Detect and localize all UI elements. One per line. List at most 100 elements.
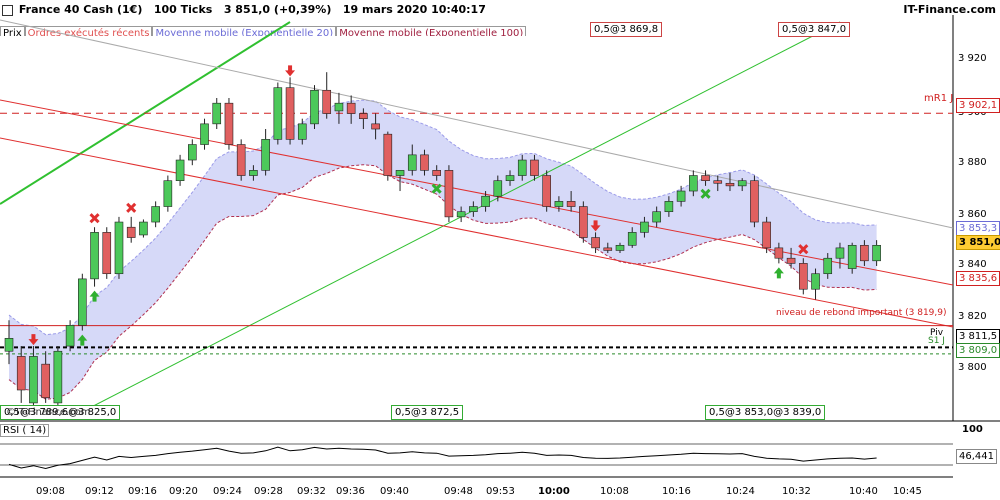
candle	[542, 170, 551, 212]
candle	[664, 196, 674, 217]
candle	[236, 139, 246, 181]
candle-body	[505, 175, 515, 181]
buy-arrow-icon	[77, 334, 88, 346]
candle-body	[90, 232, 99, 280]
candle	[713, 175, 723, 192]
candle-body	[701, 175, 710, 181]
candle	[200, 118, 209, 150]
candle-body	[212, 102, 222, 125]
cross-marker-icon	[89, 213, 100, 224]
candle-body	[334, 102, 344, 112]
candle-body	[542, 175, 551, 207]
candle-body	[664, 201, 674, 213]
candle	[823, 253, 833, 279]
checkbox-icon[interactable]	[2, 4, 13, 16]
candle-body	[114, 221, 124, 275]
candle	[530, 154, 539, 181]
candle	[90, 227, 99, 287]
rsi-value-badge: 46,441	[956, 449, 997, 464]
candle	[163, 175, 173, 212]
candle-body	[860, 244, 869, 262]
candle	[41, 351, 50, 403]
pivot-price-badge: 3 811,5	[956, 329, 1000, 344]
candle-body	[835, 247, 845, 259]
candle	[212, 98, 222, 130]
s1-label: S1 J	[928, 336, 945, 346]
trendline-gray	[0, 19, 954, 229]
candle-body	[261, 139, 270, 171]
time-tick-label: 09:24	[213, 486, 242, 497]
time-tick-label: 10:32	[782, 486, 811, 497]
candle-body	[175, 159, 185, 181]
candle-body	[322, 89, 332, 114]
time-tick-label: 09:48	[444, 486, 473, 497]
interval-label[interactable]: 100 Ticks	[153, 3, 213, 16]
candle	[481, 191, 490, 212]
candle-body	[493, 180, 503, 197]
candle	[407, 144, 417, 176]
candle	[383, 131, 393, 181]
candle	[591, 232, 600, 254]
price-tick: 3 820	[958, 311, 987, 322]
sell-arrow-icon	[28, 334, 39, 346]
candle-body	[4, 338, 14, 352]
candle	[737, 178, 747, 192]
candle	[566, 191, 576, 212]
sell-arrow-icon	[285, 65, 296, 77]
candle	[29, 346, 38, 414]
candle-body	[236, 144, 246, 176]
candle-body	[469, 206, 478, 213]
candle	[16, 346, 26, 403]
candle-body	[811, 273, 820, 290]
candle-body	[53, 350, 63, 404]
mr1-price-badge: 3 902,1	[956, 98, 1000, 113]
candle-body	[249, 170, 258, 176]
ema20-band	[9, 100, 877, 400]
candle	[4, 320, 14, 365]
candle	[310, 85, 319, 130]
candle	[505, 170, 515, 186]
candle-body	[285, 87, 295, 140]
buy-arrow-icon	[773, 267, 784, 279]
candle	[860, 240, 869, 266]
candle-body	[200, 123, 209, 145]
time-tick-label: 10:40	[849, 486, 878, 497]
rsi-line	[8, 446, 877, 470]
candle	[872, 240, 881, 266]
candle-body	[517, 159, 527, 176]
datetime-label: 19 mars 2020 10:40:17	[342, 3, 486, 16]
trendline-red-lower	[0, 137, 954, 328]
header-bar: France 40 Cash (1€) 100 Ticks 3 851,0 (+…	[2, 3, 486, 16]
candle	[432, 165, 442, 181]
cross-marker-icon	[798, 244, 809, 255]
candle-body	[273, 87, 283, 140]
last-price-badge: 3 851,0	[956, 235, 1000, 250]
s1-price-badge: 3 809,0	[956, 343, 1000, 358]
candle	[798, 258, 808, 295]
candle-body	[530, 159, 539, 176]
candle-body	[798, 263, 808, 290]
candle-body	[41, 363, 50, 399]
candle	[517, 154, 527, 181]
time-tick-label: 09:12	[85, 486, 114, 497]
sell-arrow-icon	[590, 220, 601, 232]
candle-body	[29, 356, 38, 404]
candle	[359, 108, 368, 130]
time-tick-label: 09:36	[336, 486, 365, 497]
candle	[689, 170, 698, 197]
candle-body	[420, 154, 429, 171]
cross-marker-icon	[700, 188, 711, 199]
candle-body	[371, 123, 380, 130]
rsi-legend[interactable]: RSI ( 14)	[0, 424, 50, 437]
time-tick-label: 09:40	[380, 486, 409, 497]
time-tick-label: 10:00	[538, 486, 570, 497]
candle	[774, 242, 784, 264]
candle	[65, 320, 75, 352]
candle-body	[737, 180, 747, 187]
candle-body	[78, 278, 87, 326]
candle-body	[627, 232, 637, 246]
time-tick-label: 09:16	[128, 486, 157, 497]
candle-body	[823, 257, 833, 275]
candle	[334, 92, 344, 124]
